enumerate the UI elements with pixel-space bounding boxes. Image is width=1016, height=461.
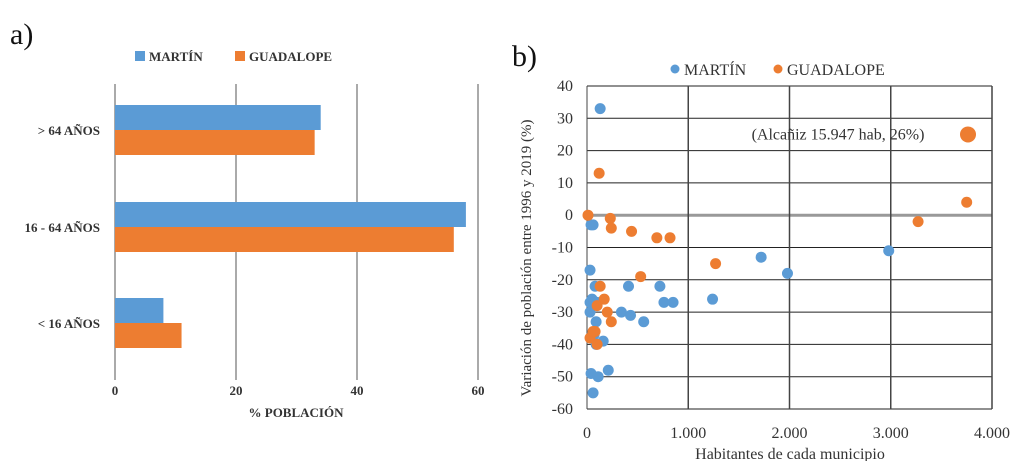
legend-swatch-martin xyxy=(135,51,145,61)
legend-marker-martin xyxy=(670,64,680,74)
scatter-point-martin xyxy=(594,103,606,115)
bar-chart-x-axis-title: % POBLACIÓN xyxy=(249,405,345,420)
legend-swatch-guadalope xyxy=(235,51,245,61)
scatter-point-guadalope xyxy=(605,222,617,234)
category-label: < 16 AÑOS xyxy=(38,316,100,331)
scatter-chart-panel: b) MARTÍN GUADALOPE -60 -50 -40 -30 -20 -10 0 1… xyxy=(512,40,1010,461)
bar-chart-legend: MARTÍN GUADALOPE xyxy=(135,49,332,64)
x-tick-label: 60 xyxy=(472,383,485,398)
scatter-point-guadalope xyxy=(912,216,924,228)
panel-a-label: a) xyxy=(10,18,33,51)
scatter-point-martin xyxy=(658,296,670,308)
x-tick-label: 4.000 xyxy=(974,425,1010,442)
scatter-point-guadalope xyxy=(605,316,617,328)
scatter-point-guadalope xyxy=(587,325,599,337)
scatter-point-guadalope xyxy=(626,225,638,237)
scatter-point-martin xyxy=(615,306,627,318)
scatter-point-guadalope xyxy=(591,338,603,350)
scatter-y-axis-title: Variación de población entre 1996 y 2019… xyxy=(519,120,535,397)
y-tick-label: 10 xyxy=(557,175,573,192)
y-tick-label: 30 xyxy=(557,110,573,127)
scatter-point-guadalope xyxy=(664,232,676,244)
scatter-point-martin xyxy=(587,219,599,231)
scatter-point-guadalope xyxy=(651,232,663,244)
scatter-point-martin xyxy=(584,306,596,318)
y-tick-label: -30 xyxy=(552,304,573,321)
scatter-point-guadalope xyxy=(593,167,605,179)
y-tick-label: -50 xyxy=(552,369,573,386)
x-tick-label: 3.000 xyxy=(873,425,909,442)
scatter-point-martin xyxy=(584,264,596,276)
legend-marker-guadalope xyxy=(773,64,783,74)
scatter-point-martin xyxy=(707,293,719,305)
scatter-chart-x-ticks: 0 1.000 2.000 3.000 4.000 xyxy=(583,425,1010,442)
y-tick-label: 40 xyxy=(557,78,573,95)
legend-label-martin: MARTÍN xyxy=(149,49,203,64)
scatter-point-guadalope xyxy=(604,212,616,224)
x-tick-label: 40 xyxy=(351,383,364,398)
scatter-point-guadalope xyxy=(961,196,973,208)
bar-guadalope xyxy=(115,227,454,252)
y-tick-label: -20 xyxy=(552,272,573,289)
y-tick-label: 0 xyxy=(565,207,573,224)
x-tick-label: 20 xyxy=(230,383,243,398)
bar-chart-x-ticks: 0 20 40 60 xyxy=(112,383,485,398)
scatter-point-guadalope xyxy=(582,209,594,221)
scatter-point-martin xyxy=(587,387,599,399)
scatter-point-guadalope xyxy=(591,300,603,312)
x-tick-label: 0 xyxy=(583,425,591,442)
scatter-point-martin xyxy=(667,296,679,308)
legend-label-martin: MARTÍN xyxy=(684,60,747,79)
scatter-point-martin xyxy=(654,280,666,292)
bar-guadalope xyxy=(115,323,182,348)
bar-chart-bars xyxy=(115,105,466,348)
category-label: > 64 AÑOS xyxy=(38,123,100,138)
x-tick-label: 1.000 xyxy=(670,425,706,442)
legend-label-guadalope: GUADALOPE xyxy=(787,62,885,79)
scatter-point-martin xyxy=(883,245,895,257)
scatter-annotation-text: (Alcañiz 15.947 hab, 26%) xyxy=(752,126,925,143)
y-tick-label: -60 xyxy=(552,401,573,418)
scatter-point-martin xyxy=(625,309,637,321)
scatter-point-martin xyxy=(781,267,793,279)
y-tick-label: 20 xyxy=(557,143,573,160)
scatter-point-guadalope xyxy=(710,258,722,270)
bar-martin xyxy=(115,298,164,323)
scatter-point-guadalope xyxy=(601,306,613,318)
panel-b-label: b) xyxy=(512,40,537,73)
scatter-point-guadalope xyxy=(594,280,606,292)
x-tick-label: 2.000 xyxy=(772,425,808,442)
scatter-chart-points xyxy=(582,103,973,399)
scatter-point-martin xyxy=(602,364,614,376)
scatter-point-martin xyxy=(638,316,650,328)
scatter-point-guadalope xyxy=(635,271,647,283)
category-label: 16 - 64 AÑOS xyxy=(25,220,100,235)
scatter-point-martin xyxy=(590,316,602,328)
bar-martin xyxy=(115,105,321,130)
y-tick-label: -40 xyxy=(552,336,573,353)
scatter-annotation-marker xyxy=(960,126,976,143)
x-tick-label: 0 xyxy=(112,383,119,398)
scatter-chart-legend: MARTÍN GUADALOPE xyxy=(670,60,885,79)
scatter-point-martin xyxy=(623,280,635,292)
scatter-point-guadalope xyxy=(598,293,610,305)
scatter-chart-y-ticks: -60 -50 -40 -30 -20 -10 0 10 20 30 40 xyxy=(552,78,573,418)
scatter-point-martin xyxy=(592,371,604,383)
bar-chart-panel: a) MARTÍN GUADALOPE > 64 AÑOS 16 - 64 AÑO… xyxy=(10,18,485,420)
bar-martin xyxy=(115,202,466,227)
y-tick-label: -10 xyxy=(552,240,573,257)
bar-guadalope xyxy=(115,130,315,155)
legend-label-guadalope: GUADALOPE xyxy=(249,49,332,64)
scatter-point-martin xyxy=(755,251,767,263)
bar-chart-category-labels: > 64 AÑOS 16 - 64 AÑOS < 16 AÑOS xyxy=(25,123,100,331)
scatter-x-axis-title: Habitantes de cada municipio xyxy=(695,446,885,461)
scatter-chart-grid xyxy=(586,85,993,410)
